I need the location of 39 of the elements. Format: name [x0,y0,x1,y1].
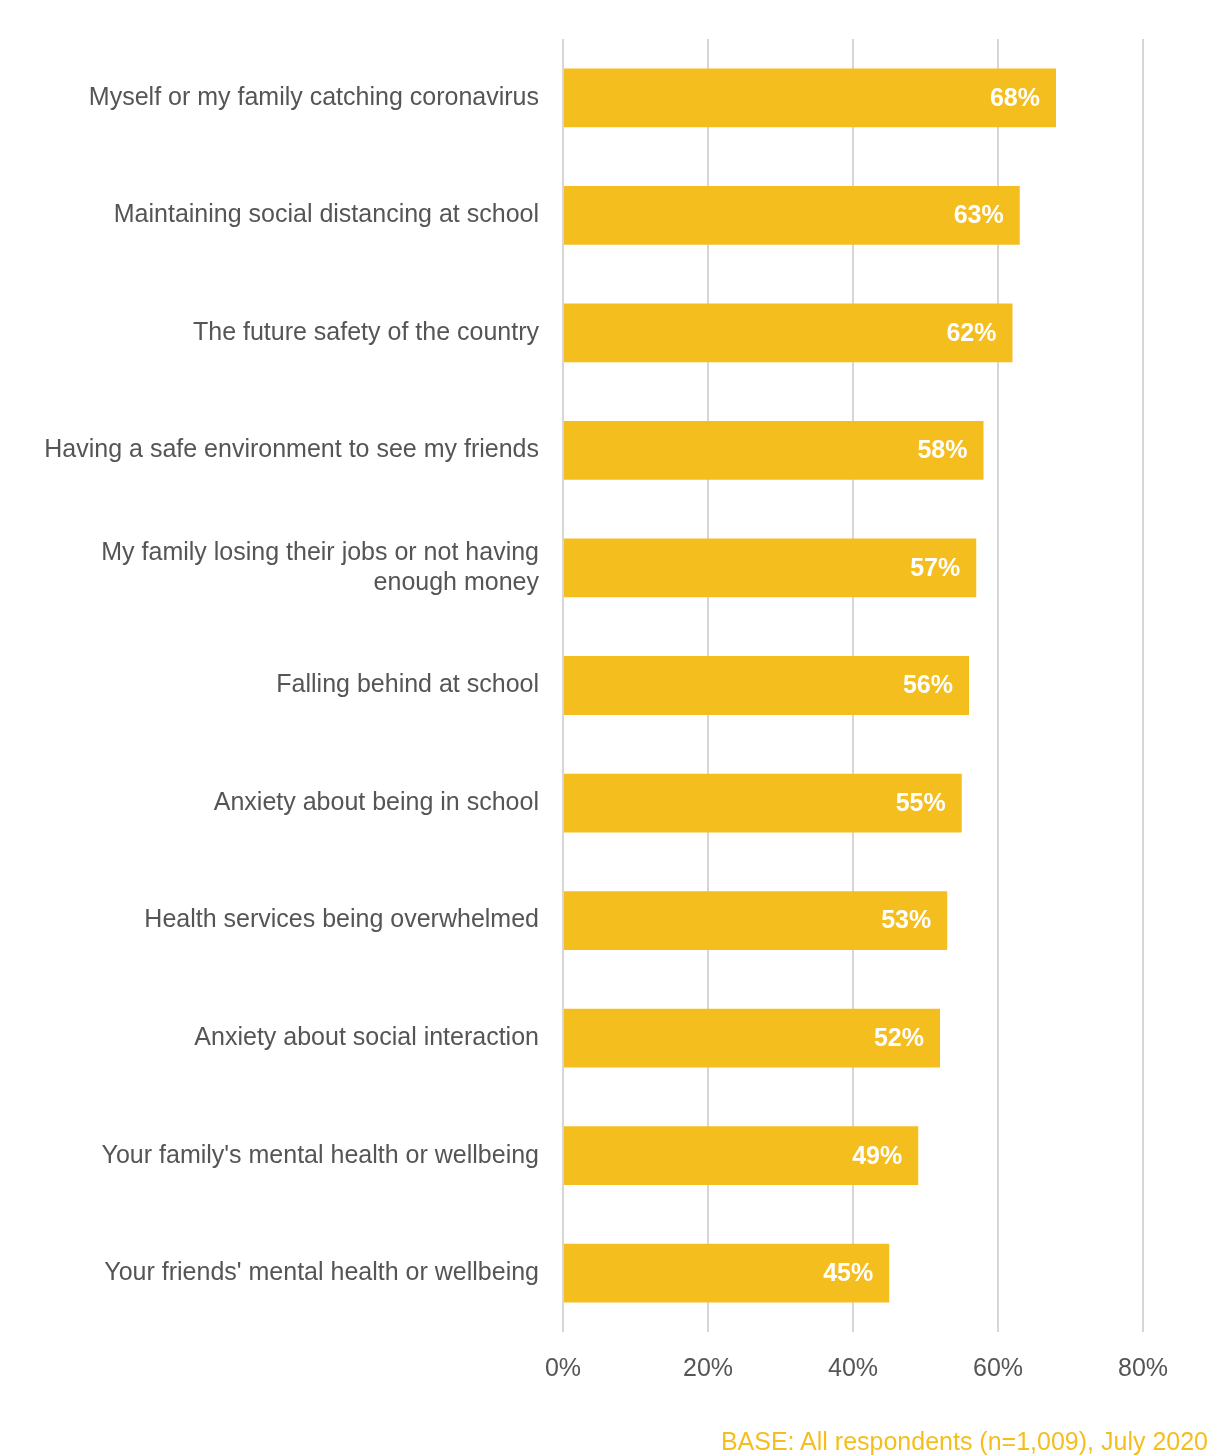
data-label: 45% [823,1258,874,1287]
y-tick-label: Health services being overwhelmed [144,904,539,933]
text: BASE: All respondents (n=1,009), July 2020 [720,1427,1208,1456]
y-tick-label: My family losing their jobs or not having enough money [101,536,540,595]
data-label: 55% [895,787,946,816]
data-label: 56% [902,670,953,699]
data-label: 52% [873,1023,924,1052]
bar [564,1008,940,1068]
bar [564,891,948,950]
x-tick-label: 20% [682,1352,734,1381]
bar [564,68,1056,128]
bar [564,1243,890,1303]
bar [564,538,977,598]
bar [564,773,962,833]
bar [564,1126,919,1186]
bar [564,185,1020,245]
data-label: 53% [881,905,932,934]
y-tick-label: Having a safe environment to see my friends [44,434,539,463]
y-tick-label: Anxiety about social interaction [194,1022,539,1051]
x-tick-label: 0% [544,1352,582,1381]
x-tick-label: 60% [972,1352,1024,1381]
data-label: 57% [910,552,961,581]
bar [564,303,1013,363]
data-label: 58% [917,435,968,464]
y-tick-label: Your friends' mental health or wellbeing [104,1257,539,1286]
bar [564,421,984,480]
bar [564,656,969,715]
x-tick-label: 40% [827,1352,879,1381]
data-label: 49% [852,1140,903,1169]
data-label: 68% [989,82,1040,111]
y-tick-label: Falling behind at school [276,669,539,698]
y-tick-label: Maintaining social distancing at school [113,199,539,228]
y-tick-label: Myself or my family catching coronavirus [88,81,539,110]
y-tick-label: Your family's mental health or wellbeing [101,1139,539,1168]
y-tick-label: Anxiety about being in school [213,786,539,815]
x-tick-label: 80% [1117,1352,1169,1381]
data-label: 62% [946,317,997,346]
data-label: 63% [953,200,1004,229]
y-tick-label: The future safety of the country [192,316,540,345]
